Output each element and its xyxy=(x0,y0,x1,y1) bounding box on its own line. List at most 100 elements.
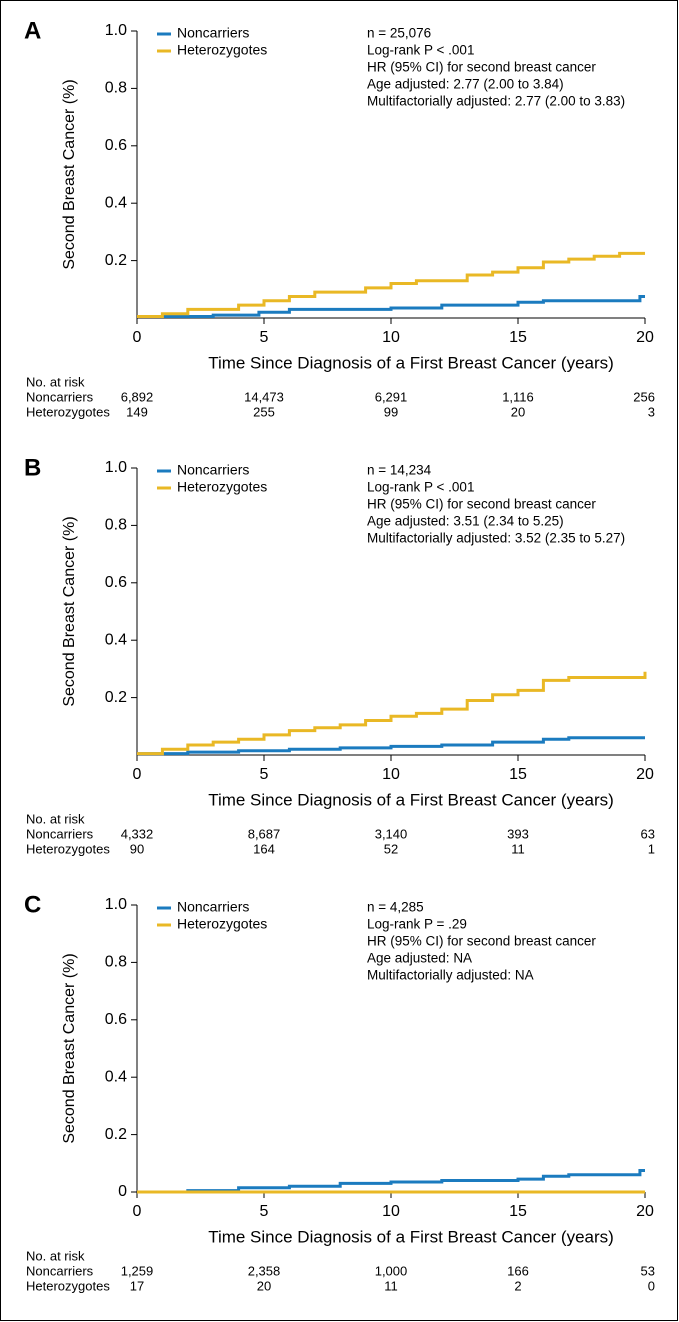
risk-row-name: Heterozygotes xyxy=(26,841,110,856)
risk-count: 17 xyxy=(130,1278,144,1293)
y-tick-label: 0.6 xyxy=(105,1011,127,1028)
legend-label: Heterozygotes xyxy=(177,916,267,932)
risk-count: 164 xyxy=(253,841,275,856)
legend-label: Noncarriers xyxy=(177,462,249,478)
annotation: Multifactorially adjusted: 3.52 (2.35 to… xyxy=(367,531,625,546)
risk-row-name: Heterozygotes xyxy=(26,404,110,419)
annotation: Multifactorially adjusted: NA xyxy=(367,968,534,983)
risk-count: 8,687 xyxy=(248,826,281,841)
x-tick-label: 10 xyxy=(382,766,400,783)
risk-count: 11 xyxy=(511,841,525,856)
x-axis-label: Time Since Diagnosis of a First Breast C… xyxy=(208,1227,614,1246)
risk-count: 20 xyxy=(257,1278,271,1293)
risk-count: 2 xyxy=(514,1278,521,1293)
risk-row-name: Heterozygotes xyxy=(26,1278,110,1293)
annotation: HR (95% CI) for second breast cancer xyxy=(367,497,596,512)
legend-label: Noncarriers xyxy=(177,25,249,41)
risk-table-title: No. at risk xyxy=(26,811,85,826)
risk-count: 20 xyxy=(511,404,525,419)
x-tick-label: 5 xyxy=(260,766,269,783)
risk-count: 393 xyxy=(507,826,529,841)
y-tick-label: 1.0 xyxy=(105,459,127,476)
risk-row-name: Noncarriers xyxy=(26,389,94,404)
y-axis-label: Second Breast Cancer (%) xyxy=(61,516,78,706)
x-axis-label: Time Since Diagnosis of a First Breast C… xyxy=(208,790,614,809)
annotation: Age adjusted: 3.51 (2.34 to 5.25) xyxy=(367,514,564,529)
risk-count: 99 xyxy=(384,404,398,419)
curve xyxy=(137,1168,645,1194)
annotation: n = 4,285 xyxy=(367,900,424,915)
x-tick-label: 0 xyxy=(133,329,142,346)
risk-count: 4,332 xyxy=(121,826,154,841)
annotation: Multifactorially adjusted: 2.77 (2.00 to… xyxy=(367,94,625,109)
risk-count: 255 xyxy=(253,404,275,419)
risk-count: 14,473 xyxy=(244,389,284,404)
risk-count: 53 xyxy=(641,1263,655,1278)
panel-label: A xyxy=(24,17,41,44)
y-axis-label: Second Breast Cancer (%) xyxy=(61,953,78,1143)
y-tick-label: 0.8 xyxy=(105,517,127,534)
y-tick-label: 0.2 xyxy=(105,689,127,706)
risk-count: 1,000 xyxy=(375,1263,408,1278)
annotation: HR (95% CI) for second breast cancer xyxy=(367,60,596,75)
x-tick-label: 0 xyxy=(133,766,142,783)
x-tick-label: 5 xyxy=(260,329,269,346)
risk-count: 1 xyxy=(648,841,655,856)
x-tick-label: 0 xyxy=(133,1203,142,1220)
risk-count: 1,259 xyxy=(121,1263,154,1278)
risk-row-name: Noncarriers xyxy=(26,1263,94,1278)
curve xyxy=(137,294,645,319)
risk-table-title: No. at risk xyxy=(26,374,85,389)
y-tick-label: 0.8 xyxy=(105,954,127,971)
curve xyxy=(137,251,645,319)
risk-count: 149 xyxy=(126,404,148,419)
y-tick-label: 0.4 xyxy=(105,194,127,211)
x-tick-label: 10 xyxy=(382,1203,400,1220)
risk-count: 6,291 xyxy=(375,389,408,404)
y-axis-label: Second Breast Cancer (%) xyxy=(61,79,78,269)
annotation: Age adjusted: 2.77 (2.00 to 3.84) xyxy=(367,77,564,92)
x-tick-label: 5 xyxy=(260,1203,269,1220)
curve xyxy=(137,736,645,756)
annotation: HR (95% CI) for second breast cancer xyxy=(367,934,596,949)
annotation: Age adjusted: NA xyxy=(367,951,472,966)
risk-count: 3 xyxy=(648,404,655,419)
y-tick-label: 0.2 xyxy=(105,252,127,269)
risk-count: 256 xyxy=(633,389,655,404)
risk-row-name: Noncarriers xyxy=(26,826,94,841)
legend-label: Heterozygotes xyxy=(177,479,267,495)
risk-count: 90 xyxy=(130,841,144,856)
risk-count: 6,892 xyxy=(121,389,154,404)
legend-label: Noncarriers xyxy=(177,899,249,915)
x-tick-label: 15 xyxy=(509,766,527,783)
y-tick-label: 0 xyxy=(118,1183,127,1200)
risk-count: 0 xyxy=(648,1278,655,1293)
annotation: Log-rank P < .001 xyxy=(367,480,474,495)
annotation: n = 25,076 xyxy=(367,26,431,41)
y-tick-label: 0.6 xyxy=(105,574,127,591)
risk-count: 166 xyxy=(507,1263,529,1278)
y-tick-label: 0.6 xyxy=(105,137,127,154)
annotation: n = 14,234 xyxy=(367,463,432,478)
x-tick-label: 20 xyxy=(636,766,654,783)
risk-count: 3,140 xyxy=(375,826,408,841)
risk-table-title: No. at risk xyxy=(26,1248,85,1263)
curve xyxy=(137,671,647,756)
risk-count: 1,116 xyxy=(502,389,534,404)
risk-count: 52 xyxy=(384,841,398,856)
x-tick-label: 10 xyxy=(382,329,400,346)
risk-count: 2,358 xyxy=(248,1263,281,1278)
y-tick-label: 0.4 xyxy=(105,1068,127,1085)
x-tick-label: 20 xyxy=(636,1203,654,1220)
y-tick-label: 1.0 xyxy=(105,896,127,913)
x-tick-label: 20 xyxy=(636,329,654,346)
risk-count: 11 xyxy=(384,1278,398,1293)
x-tick-label: 15 xyxy=(509,329,527,346)
y-tick-label: 0.2 xyxy=(105,1126,127,1143)
risk-count: 63 xyxy=(641,826,655,841)
x-tick-label: 15 xyxy=(509,1203,527,1220)
annotation: Log-rank P = .29 xyxy=(367,917,467,932)
x-axis-label: Time Since Diagnosis of a First Breast C… xyxy=(208,353,614,372)
